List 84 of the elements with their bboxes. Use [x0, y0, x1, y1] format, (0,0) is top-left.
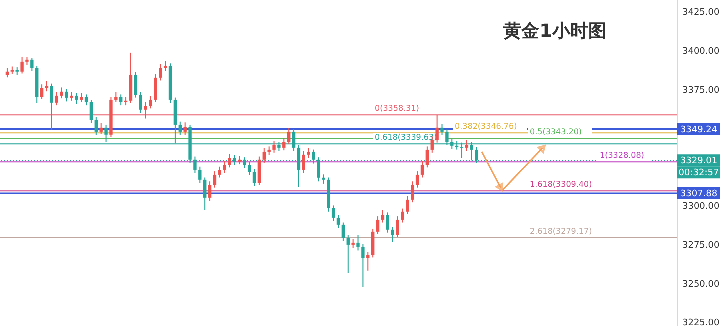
- ref-line-label: 0.618(3339.63): [375, 133, 438, 142]
- candlestick: [371, 228, 375, 258]
- candlestick: [406, 196, 410, 215]
- candlestick: [90, 100, 94, 124]
- candlestick: [65, 88, 68, 102]
- text: 黄金1小时图: [502, 21, 606, 42]
- candlestick: [114, 92, 118, 103]
- candlestick: [55, 92, 58, 106]
- candlestick: [396, 216, 400, 238]
- ref-line-label: 0(3358.31): [375, 104, 420, 114]
- candlestick: [416, 171, 420, 188]
- candlestick: [204, 177, 207, 211]
- candlestick: [60, 87, 64, 100]
- y-tick-label: 3375.00: [682, 86, 720, 96]
- y-tick-label: 3225.00: [682, 318, 720, 326]
- text: 00:32:57: [678, 168, 720, 179]
- candlestick: [120, 94, 123, 106]
- candlestick: [30, 58, 34, 72]
- candlestick: [94, 116, 98, 136]
- candlestick: [50, 83, 54, 130]
- candlestick: [420, 160, 424, 178]
- candlestick: [149, 96, 152, 110]
- candlestick: [436, 114, 439, 144]
- y-tick-label: 3300.00: [682, 202, 720, 212]
- candlestick: [356, 234, 360, 252]
- candlestick: [381, 210, 385, 224]
- candlestick: [159, 64, 162, 82]
- candlestick: [20, 56, 24, 74]
- candlestick: [198, 166, 202, 184]
- candlestick: [287, 128, 291, 145]
- candlestick: [228, 154, 232, 168]
- candlestick: [307, 148, 310, 159]
- candlestick: [362, 244, 365, 288]
- ref-line-label: 3329.01: [680, 156, 718, 167]
- candlestick: [40, 84, 44, 100]
- candlestick: [252, 168, 256, 187]
- candlestick: [302, 150, 306, 174]
- candlestick: [208, 181, 212, 202]
- candlestick: [346, 234, 350, 274]
- candlestick: [352, 238, 355, 249]
- ref-line-label: 3307.88: [680, 189, 718, 200]
- candlestick: [84, 94, 88, 106]
- candlestick: [272, 140, 276, 154]
- y-tick-label: 3250.00: [682, 280, 720, 290]
- candlestick: [213, 171, 217, 188]
- candlestick: [100, 122, 103, 135]
- candlestick: [223, 160, 226, 174]
- candlestick: [401, 208, 404, 224]
- candlestick: [376, 216, 380, 235]
- candlestick: [75, 92, 78, 105]
- candlestick: [336, 214, 340, 229]
- y-tick-label: 3275.00: [682, 241, 720, 251]
- candlestick: [6, 68, 10, 78]
- candlestick: [262, 148, 266, 164]
- candlestick: [332, 205, 336, 222]
- candlestick: [45, 81, 49, 92]
- candlestick: [178, 121, 182, 136]
- candlestick: [80, 92, 84, 103]
- y-tick-label: 3425.00: [682, 8, 720, 18]
- candlestick: [154, 74, 158, 103]
- candlestick: [411, 181, 414, 204]
- candlestick: [134, 72, 138, 98]
- candlestick: [218, 166, 222, 178]
- candlestick: [164, 60, 168, 72]
- candlestick: [342, 222, 346, 242]
- candlestick: [184, 122, 187, 136]
- ref-line-label: 0.382(3346.76): [455, 122, 518, 132]
- candlestick: [391, 226, 394, 243]
- candlestick: [322, 174, 326, 184]
- candlestick: [440, 124, 444, 136]
- ref-line-label: 1.618(3309.40): [530, 180, 592, 190]
- candlestick: [465, 140, 469, 152]
- ref-line-label: 1(3328.08): [600, 151, 644, 160]
- candlestick: [248, 162, 252, 176]
- candlestick: [386, 212, 390, 234]
- candlestick: [282, 138, 286, 152]
- ref-line-label: 2.618(3279.17): [530, 227, 592, 236]
- y-tick-label: 3400.00: [682, 46, 720, 57]
- ref-line-label: 3349.24: [680, 125, 718, 136]
- candlestick: [144, 102, 148, 120]
- candlestick: [426, 146, 430, 168]
- ref-line-label: 0.5(3343.20): [530, 128, 582, 137]
- candlestick: [139, 92, 142, 114]
- candlestick: [258, 156, 262, 186]
